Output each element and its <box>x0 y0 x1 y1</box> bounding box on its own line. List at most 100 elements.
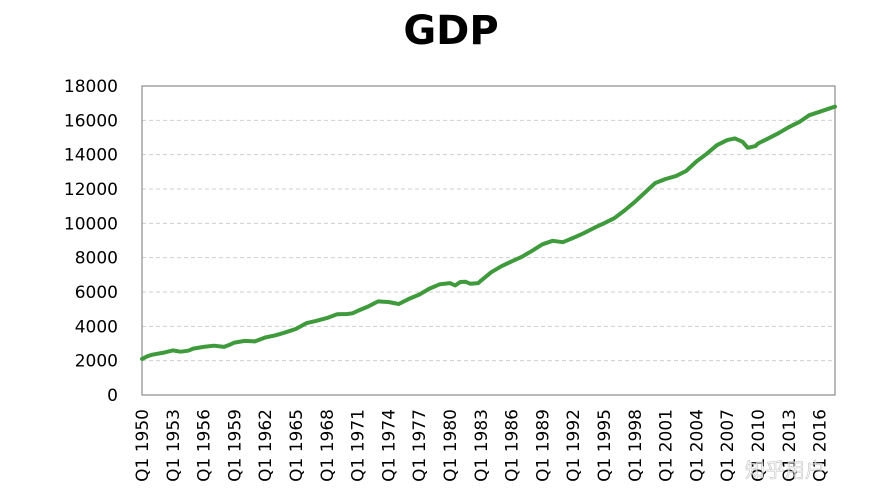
x-tick-label: Q1 2013 <box>780 409 800 482</box>
gdp-data-point <box>612 216 616 220</box>
gdp-data-point <box>448 281 452 285</box>
gdp-data-point <box>284 330 288 334</box>
gdp-data-point <box>304 321 308 325</box>
gdp-data-point <box>633 200 637 204</box>
gdp-data-point <box>376 299 380 303</box>
watermark-text: 知乎用户 <box>745 458 825 482</box>
y-tick-label: 12000 <box>64 180 118 200</box>
gdp-data-point <box>807 113 811 117</box>
gdp-data-point <box>345 312 349 316</box>
x-tick-label: Q1 2004 <box>687 409 707 482</box>
gdp-data-point <box>479 279 483 283</box>
x-tick-label: Q1 1959 <box>225 409 245 482</box>
x-tick-label: Q1 1965 <box>287 409 307 482</box>
gdp-data-point <box>356 309 360 313</box>
gdp-data-point <box>202 345 206 349</box>
plot-area-frame <box>141 85 836 396</box>
gdp-data-point <box>725 138 729 142</box>
gdp-data-point <box>350 311 355 315</box>
gdp-data-point <box>140 357 144 361</box>
gdp-data-point <box>715 143 719 147</box>
gdp-data-point <box>705 152 709 156</box>
y-tick-label: 6000 <box>75 283 118 303</box>
gdp-data-point <box>232 341 236 345</box>
gdp-data-point <box>551 239 555 243</box>
gdp-data-point <box>766 136 770 140</box>
gdp-data-point <box>664 177 668 181</box>
gdp-data-point <box>602 221 606 225</box>
x-tick-label: Q1 1950 <box>133 409 153 482</box>
x-tick-label: Q1 1962 <box>256 409 276 482</box>
gdp-data-point <box>325 316 329 320</box>
gdp-data-point <box>643 190 647 194</box>
gdp-data-point <box>797 120 801 124</box>
gdp-data-point <box>499 264 503 268</box>
gdp-series-line <box>140 104 837 361</box>
x-axis-ticks: Q1 1950 Q1 1953 Q1 1956 Q1 1959 Q1 1962 Q1 19… <box>133 409 831 482</box>
gdp-data-point <box>243 339 247 343</box>
gdp-data-point <box>212 344 216 348</box>
gdp-data-point <box>366 305 370 309</box>
x-tick-label: Q1 1989 <box>533 409 553 482</box>
gdp-data-point <box>397 302 401 306</box>
x-tick-label: Q1 1953 <box>164 409 184 482</box>
gdp-data-point <box>458 280 462 284</box>
x-tick-label: Q1 1980 <box>441 409 461 482</box>
gdp-data-point <box>520 255 524 259</box>
x-tick-label: Q1 1983 <box>472 409 492 482</box>
x-tick-label: Q1 1971 <box>349 409 369 482</box>
gdp-data-point <box>407 297 411 301</box>
gdp-data-point <box>160 351 165 355</box>
gdp-data-point <box>476 281 480 285</box>
gdp-data-point <box>746 146 750 150</box>
gdp-data-point <box>581 231 586 235</box>
y-tick-label: 4000 <box>75 317 118 337</box>
gdp-data-point <box>540 242 545 246</box>
gdp-data-point <box>463 280 467 284</box>
gdp-data-point <box>653 181 657 185</box>
x-tick-label: Q1 1992 <box>564 409 584 482</box>
x-tick-label: Q1 2016 <box>811 409 831 482</box>
y-tick-label: 10000 <box>64 214 118 234</box>
gdp-data-point <box>294 327 298 331</box>
gdp-data-point <box>818 110 822 114</box>
x-tick-label: Q1 1998 <box>626 409 646 482</box>
gdp-data-point <box>453 283 457 288</box>
gdp-data-point <box>622 208 627 213</box>
gdp-data-point <box>753 144 758 148</box>
x-tick-label: Q1 2010 <box>749 409 769 482</box>
gdp-data-point <box>191 347 195 351</box>
gdp-data-point <box>263 335 267 340</box>
gdp-data-point <box>684 169 688 173</box>
chart-title: GDP <box>403 8 498 54</box>
gdp-data-point <box>833 105 837 109</box>
gdp-data-point <box>273 333 278 337</box>
x-tick-label: Q1 2001 <box>657 409 677 482</box>
gdp-data-point <box>178 350 183 354</box>
gdp-data-point <box>489 270 493 274</box>
x-tick-label: Q1 1956 <box>195 409 215 482</box>
gdp-data-point <box>510 259 514 263</box>
x-tick-label: Q1 2007 <box>718 409 738 482</box>
series-layer <box>140 104 837 361</box>
gdp-data-point <box>741 140 745 144</box>
gdp-data-point <box>787 125 791 129</box>
gdp-data-point <box>314 319 319 323</box>
grid-lines <box>142 119 835 362</box>
y-tick-label: 16000 <box>64 111 118 131</box>
gdp-data-point <box>828 106 832 110</box>
y-tick-label: 0 <box>107 386 118 406</box>
gdp-data-point <box>438 282 442 286</box>
gdp-data-point <box>694 159 699 164</box>
gdp-data-point <box>571 236 575 240</box>
gdp-data-point <box>222 345 226 349</box>
gdp-data-point <box>186 349 190 353</box>
x-tick-label: Q1 1977 <box>410 409 430 482</box>
x-tick-label: Q1 1974 <box>379 409 399 482</box>
gdp-data-point <box>227 343 231 347</box>
gdp-data-point <box>592 226 596 230</box>
gdp-data-point <box>171 348 175 352</box>
gdp-data-point <box>561 240 565 244</box>
gdp-data-point <box>427 287 432 291</box>
